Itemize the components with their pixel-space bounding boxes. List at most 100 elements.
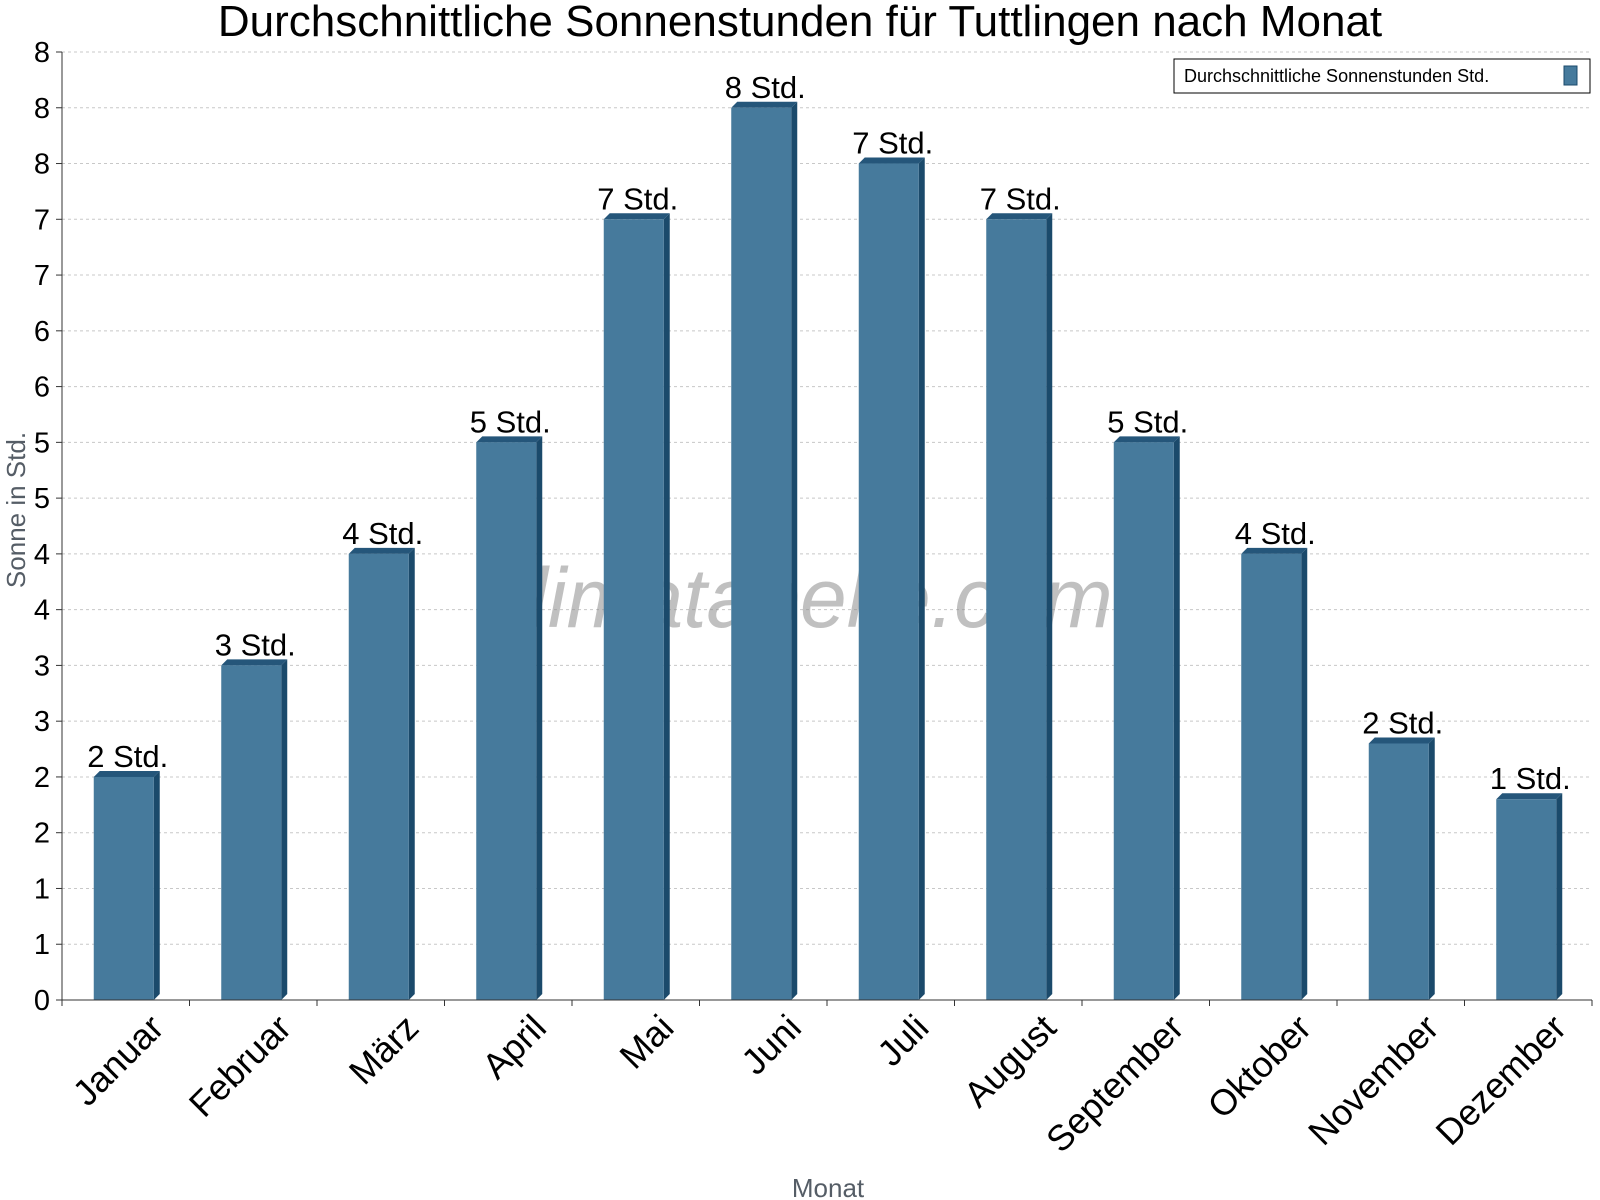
y-tick-label: 3 bbox=[34, 650, 50, 682]
x-tick-label: Januar bbox=[65, 1007, 172, 1114]
bar-side bbox=[153, 770, 160, 1000]
bar-top bbox=[603, 213, 670, 220]
y-tick-label: 2 bbox=[34, 762, 50, 794]
grid-lines bbox=[62, 51, 1592, 945]
value-label: 2 Std. bbox=[1362, 705, 1443, 740]
value-label: 4 Std. bbox=[1235, 516, 1316, 551]
bar-front bbox=[858, 163, 919, 1000]
chart-title: Durchschnittliche Sonnenstunden für Tutt… bbox=[218, 0, 1382, 46]
legend-series-label: Durchschnittliche Sonnenstunden Std. bbox=[1184, 66, 1489, 86]
bar-front bbox=[221, 665, 282, 1000]
bar-top bbox=[858, 157, 925, 164]
bar-top bbox=[221, 659, 288, 666]
bar-side bbox=[1173, 436, 1180, 1001]
x-tick-label: Oktober bbox=[1199, 1007, 1319, 1127]
value-label: 2 Std. bbox=[87, 739, 168, 774]
bar-front bbox=[93, 776, 154, 1000]
y-tick-label: 7 bbox=[34, 260, 50, 292]
bar-side bbox=[918, 157, 925, 1000]
bar-front bbox=[986, 219, 1047, 1000]
y-tick-label: 7 bbox=[34, 204, 50, 236]
bar-11 bbox=[1496, 793, 1563, 1000]
bar-side bbox=[1301, 547, 1308, 1000]
bar-front bbox=[348, 553, 409, 1000]
x-axis-ticks: Januar Februar März April Mai Juni Juli AugustS… bbox=[61, 1000, 1593, 1161]
bar-front bbox=[731, 107, 792, 1000]
bar-top bbox=[731, 101, 798, 108]
bar-front bbox=[1368, 743, 1429, 1000]
bar-front bbox=[1496, 799, 1557, 1000]
bar-0 bbox=[93, 770, 160, 1000]
y-tick-label: 2 bbox=[34, 818, 50, 850]
y-tick-label: 4 bbox=[34, 595, 50, 627]
bar-4 bbox=[603, 213, 670, 1000]
bar-side bbox=[536, 436, 543, 1001]
bar-top bbox=[1496, 793, 1563, 800]
value-label: 7 Std. bbox=[852, 126, 933, 161]
value-label: 5 Std. bbox=[470, 404, 551, 439]
bar-front bbox=[603, 219, 664, 1000]
y-tick-label: 1 bbox=[34, 929, 50, 961]
bar-top bbox=[1113, 436, 1180, 443]
y-tick-label: 8 bbox=[34, 149, 50, 181]
y-tick-label: 5 bbox=[34, 483, 50, 515]
y-tick-label: 0 bbox=[34, 985, 50, 1017]
value-label: 1 Std. bbox=[1490, 761, 1571, 796]
x-tick-label: Mai bbox=[611, 1007, 681, 1077]
bar-3 bbox=[476, 436, 543, 1001]
bar-front bbox=[1113, 442, 1174, 1001]
bar-top bbox=[476, 436, 543, 443]
x-tick-label: Juli bbox=[869, 1007, 936, 1074]
x-tick-label: September bbox=[1038, 1007, 1192, 1161]
x-tick-label: August bbox=[956, 1007, 1064, 1115]
x-tick-label: Februar bbox=[181, 1007, 299, 1125]
axes bbox=[61, 52, 1592, 1001]
y-tick-label: 4 bbox=[34, 539, 50, 571]
bar-side bbox=[281, 659, 288, 1000]
bar-1 bbox=[221, 659, 288, 1000]
bar-9 bbox=[1241, 547, 1308, 1000]
y-tick-label: 6 bbox=[34, 372, 50, 404]
value-label: 7 Std. bbox=[597, 181, 678, 216]
value-label: 3 Std. bbox=[215, 627, 296, 662]
legend-swatch bbox=[1563, 65, 1578, 86]
x-axis-label: Monat bbox=[792, 1173, 865, 1200]
legend: Durchschnittliche Sonnenstunden Std. bbox=[1173, 58, 1591, 94]
bar-front bbox=[476, 442, 537, 1001]
bar-10 bbox=[1368, 737, 1435, 1000]
value-labels: 2 Std. 3 Std. 4 Std. 5 Std. 7 Std. 8 Std. 7 St… bbox=[87, 70, 1571, 796]
y-tick-label: 1 bbox=[34, 873, 50, 905]
bar-7 bbox=[986, 213, 1053, 1000]
bar-side bbox=[1046, 213, 1053, 1000]
x-tick-label: März bbox=[341, 1007, 427, 1093]
y-tick-label: 3 bbox=[34, 706, 50, 738]
bars bbox=[93, 101, 1563, 1001]
bar-top bbox=[1241, 547, 1308, 554]
bar-top bbox=[93, 770, 160, 777]
bar-front bbox=[1241, 553, 1302, 1000]
bar-8 bbox=[1113, 436, 1180, 1001]
bar-5 bbox=[731, 101, 798, 1000]
bar-6 bbox=[858, 157, 925, 1000]
x-tick-label: April bbox=[474, 1007, 554, 1087]
legend-box bbox=[1173, 58, 1591, 94]
value-label: 5 Std. bbox=[1107, 404, 1188, 439]
bar-side bbox=[663, 213, 670, 1000]
value-label: 8 Std. bbox=[725, 70, 806, 105]
x-tick-label: Dezember bbox=[1427, 1007, 1573, 1153]
bar-2 bbox=[348, 547, 415, 1000]
x-tick-label: Juni bbox=[733, 1007, 809, 1083]
bar-top bbox=[986, 213, 1053, 220]
x-tick-label: November bbox=[1300, 1007, 1446, 1153]
y-axis-ticks: 0 1 1 2 2 3 3 4 4 5 5 6 6 7 7 8 8 8 bbox=[34, 37, 62, 1017]
value-label: 7 Std. bbox=[980, 181, 1061, 216]
y-tick-label: 8 bbox=[34, 37, 50, 69]
bar-top bbox=[1368, 737, 1435, 744]
bar-side bbox=[1428, 737, 1435, 1000]
y-tick-label: 5 bbox=[34, 427, 50, 459]
bar-top bbox=[348, 547, 415, 554]
y-tick-label: 6 bbox=[34, 316, 50, 348]
bar-side bbox=[1556, 793, 1563, 1000]
bar-side bbox=[791, 101, 798, 1000]
